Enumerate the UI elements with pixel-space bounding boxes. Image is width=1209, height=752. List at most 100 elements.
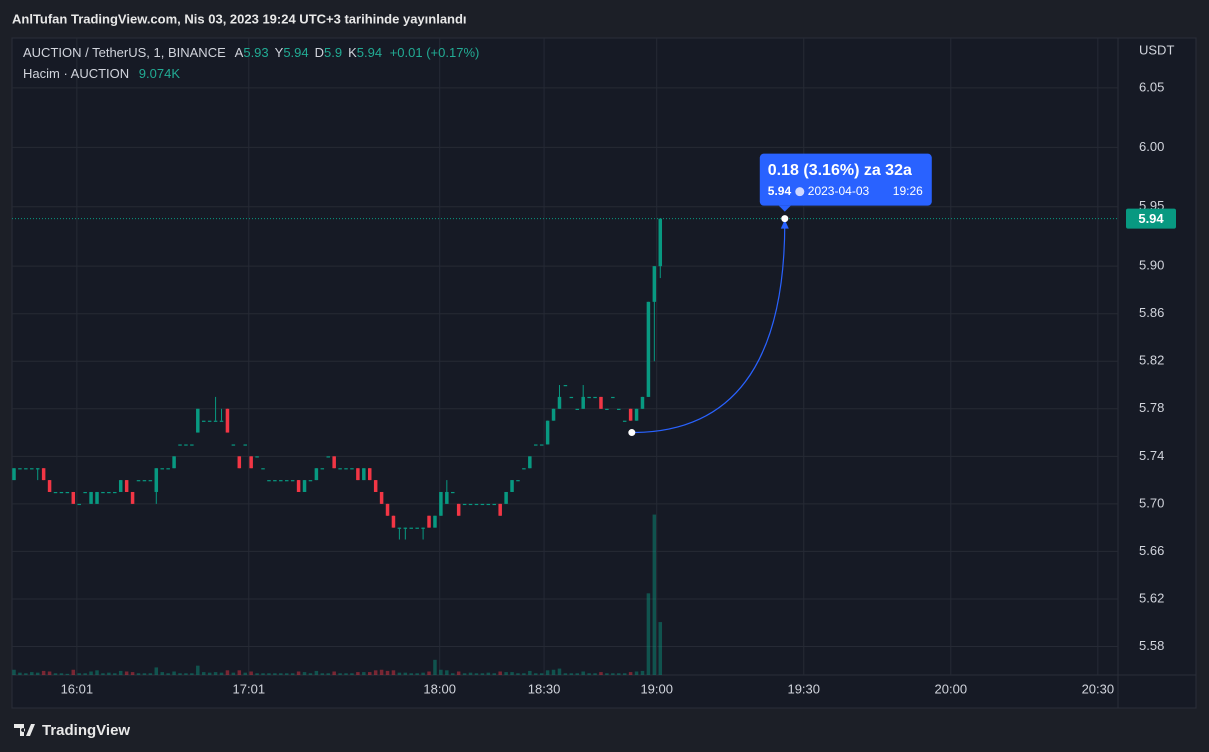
candle-body [190, 444, 194, 446]
footer-logo: TradingView [14, 722, 130, 739]
volume-bar [201, 672, 206, 675]
volume-bar [53, 673, 58, 675]
candle-body [18, 468, 22, 470]
candle-body [178, 444, 182, 446]
candle-body [451, 491, 455, 494]
volume-bar [332, 671, 336, 675]
volume-bar [344, 673, 348, 675]
volume-bar [356, 672, 360, 675]
candle-body [575, 408, 580, 410]
volume-bar [296, 671, 301, 675]
measure-time: 19:26 [893, 184, 923, 198]
y-tick-label: 5.58 [1139, 638, 1164, 653]
volume-bar [154, 667, 159, 675]
volume-name: Hacim · AUCTION [23, 66, 129, 81]
volume-bar [456, 671, 461, 675]
volume-bar [569, 673, 574, 675]
y-tick-label: 5.70 [1139, 495, 1164, 510]
footer-text: TradingView [42, 722, 130, 739]
volume-bar [367, 672, 372, 675]
candle-body [273, 480, 277, 482]
volume-bar [534, 673, 538, 675]
candle-body [569, 396, 574, 399]
candle-body [255, 456, 259, 458]
y-tick-label: 5.90 [1139, 258, 1164, 273]
candle-body [207, 420, 212, 422]
volume-bar [30, 672, 34, 675]
volume-bar [385, 670, 390, 675]
candle-body [130, 491, 135, 504]
ohlc-value: 5.94 [357, 45, 382, 60]
ohlc-key: K [348, 45, 357, 60]
candle-body [362, 468, 366, 481]
candle-body [237, 456, 242, 469]
volume-bar [320, 673, 325, 675]
candle-body [528, 456, 532, 469]
y-tick-label: 5.86 [1139, 305, 1164, 320]
ohlc: A5.93 Y5.94 D5.9 K5.94 [235, 45, 382, 60]
candle-body [391, 515, 396, 528]
candle-body [71, 491, 76, 504]
candle-body [379, 491, 384, 504]
candle-body [367, 468, 372, 481]
candle-body [397, 527, 402, 529]
candle-body [456, 503, 461, 516]
candle-body [284, 480, 289, 482]
measure-date: 2023-04-03 [808, 184, 870, 198]
candle-body [320, 468, 325, 470]
ohlc-value: 5.9 [324, 45, 342, 60]
candle-body [640, 396, 645, 409]
currency: USDT [1139, 42, 1174, 57]
candle-body [462, 503, 467, 506]
candle-body [605, 408, 609, 410]
y-tick-label: 6.05 [1139, 79, 1164, 94]
volume-bar [593, 673, 597, 675]
candle-body [107, 491, 111, 494]
volume-bar [486, 672, 491, 675]
candle-body [634, 408, 639, 421]
candle-body [427, 515, 431, 528]
volume-bar [516, 673, 520, 675]
measure-start [628, 429, 636, 437]
x-tick-label: 19:00 [640, 681, 673, 696]
candle-body [101, 491, 105, 494]
candle-body [658, 218, 663, 267]
volume-bar [605, 673, 609, 675]
candle-body [201, 420, 206, 422]
candle-body [308, 480, 313, 482]
volume-bar [302, 672, 307, 675]
x-tick-label: 16:01 [61, 681, 94, 696]
volume-bar [510, 672, 514, 675]
candle-body [113, 491, 117, 494]
candle-body [124, 480, 129, 492]
candle-body [41, 468, 46, 481]
candle-body [557, 396, 562, 409]
volume-bar [95, 670, 99, 675]
volume-bar [415, 673, 419, 675]
ohlc-value: 5.93 [243, 45, 268, 60]
candle-body [545, 420, 550, 445]
volume-bar [113, 673, 117, 675]
last-price-label: 5.94 [1138, 211, 1164, 226]
volume-bar [160, 672, 164, 675]
volume-bar [243, 672, 247, 675]
volume-bar [172, 671, 176, 675]
measure-arrow [780, 219, 789, 229]
ohlc-key: Y [275, 45, 284, 60]
volume-bar [308, 673, 313, 675]
y-tick-label: 5.82 [1139, 353, 1164, 368]
candle-body [373, 480, 378, 492]
volume-bar [219, 672, 224, 675]
y-tick-label: 5.78 [1139, 400, 1164, 415]
volume-bar [397, 672, 402, 675]
candle-body [534, 444, 538, 446]
volume-bar [213, 672, 218, 675]
volume-bar [522, 673, 526, 675]
volume-bar [439, 669, 443, 675]
volume-bar [261, 673, 265, 675]
candle-body [539, 444, 544, 446]
candle-body [421, 527, 425, 529]
volume-bar [71, 669, 76, 675]
volume-bar [557, 668, 562, 675]
